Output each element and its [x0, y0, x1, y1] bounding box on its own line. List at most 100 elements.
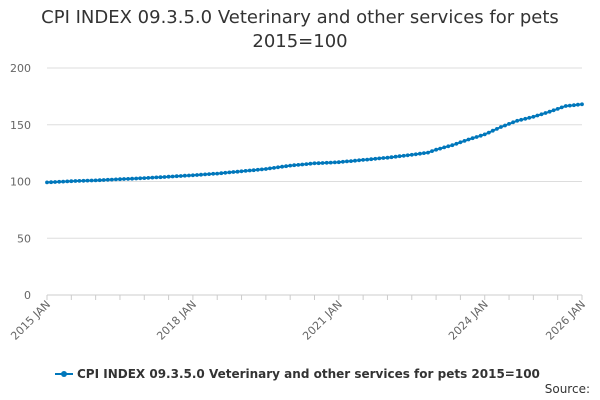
data-point: [405, 153, 410, 158]
data-point: [535, 113, 540, 118]
data-point: [235, 169, 240, 174]
x-tick-label: 2018 JAN: [154, 298, 199, 343]
data-point: [490, 128, 495, 133]
data-point: [114, 177, 118, 182]
data-point: [547, 109, 552, 114]
data-point: [166, 174, 171, 179]
data-point: [418, 151, 422, 156]
data-point: [446, 144, 451, 149]
data-point: [69, 179, 74, 184]
data-point: [515, 118, 520, 123]
data-point: [349, 159, 353, 164]
data-point: [73, 179, 78, 183]
data-point: [150, 175, 155, 180]
data-point: [308, 161, 313, 166]
data-point: [495, 126, 499, 131]
data-point: [101, 178, 106, 182]
data-point: [45, 180, 49, 185]
data-point: [430, 149, 434, 154]
data-point: [251, 168, 256, 173]
data-point: [341, 159, 345, 164]
data-point: [268, 166, 272, 171]
data-point: [247, 168, 252, 173]
legend[interactable]: CPI INDEX 09.3.5.0 Veterinary and other …: [55, 365, 540, 383]
data-point: [300, 162, 305, 167]
data-point: [85, 178, 90, 183]
x-tick-label: 2021 JAN: [300, 298, 345, 343]
data-point: [130, 176, 135, 181]
grid-lines: [47, 67, 582, 239]
data-point: [170, 174, 175, 179]
data-point: [531, 114, 536, 119]
data-point: [369, 157, 374, 162]
data-point: [304, 162, 309, 167]
data-point: [195, 173, 199, 177]
data-point: [357, 158, 361, 163]
data-point: [551, 108, 556, 113]
data-point: [316, 161, 321, 166]
data-point: [219, 171, 224, 176]
data-point: [272, 166, 276, 170]
y-axis: 0 50 100 150 200: [10, 62, 31, 302]
data-point: [57, 179, 62, 184]
data-point: [77, 179, 82, 183]
data-point: [503, 123, 507, 128]
data-point: [345, 159, 349, 164]
data-point: [138, 176, 143, 181]
chart-title: CPI INDEX 09.3.5.0 Veterinary and other …: [0, 6, 600, 54]
data-point: [126, 177, 130, 181]
data-point: [511, 120, 515, 125]
data-point: [413, 152, 418, 157]
chart-title-line2: 2015=100: [252, 31, 348, 52]
y-tick-label: 50: [17, 232, 31, 245]
data-point: [478, 133, 483, 138]
data-point: [328, 160, 333, 165]
data-point: [199, 172, 203, 177]
y-tick-label: 0: [24, 289, 31, 302]
data-point: [365, 157, 370, 162]
data-point: [389, 155, 394, 160]
data-point: [519, 117, 524, 122]
data-point: [296, 163, 301, 167]
data-point: [450, 143, 455, 148]
data-point: [146, 176, 151, 180]
data-point: [239, 169, 244, 174]
data-point: [438, 146, 442, 151]
data-point: [97, 178, 102, 183]
data-point: [397, 154, 402, 159]
plot-area: [45, 102, 584, 185]
x-tick-label: 2024 JAN: [446, 298, 491, 343]
data-point: [332, 160, 337, 165]
data-point: [442, 145, 447, 150]
data-point: [580, 102, 584, 107]
data-point: [89, 178, 94, 183]
data-point: [381, 156, 386, 160]
source-label: Source:: [544, 382, 590, 396]
data-point: [259, 167, 264, 172]
data-point: [142, 176, 147, 181]
data-point: [182, 173, 187, 178]
data-point: [53, 180, 57, 184]
data-point: [507, 122, 511, 126]
data-point: [81, 178, 86, 183]
data-point: [288, 163, 293, 168]
data-point: [203, 172, 208, 177]
data-point: [280, 164, 284, 169]
data-point: [539, 112, 544, 117]
data-point: [426, 150, 430, 155]
data-point: [255, 167, 260, 172]
data-point: [215, 171, 220, 176]
data-point: [174, 174, 179, 179]
data-point: [109, 177, 114, 182]
data-point: [409, 152, 414, 157]
data-point: [243, 169, 248, 173]
data-point: [105, 177, 110, 182]
data-point: [458, 140, 463, 145]
data-point: [227, 170, 232, 175]
data-point: [353, 158, 357, 163]
data-point: [422, 151, 426, 156]
chart-title-line1: CPI INDEX 09.3.5.0 Veterinary and other …: [41, 7, 559, 28]
data-point: [559, 105, 564, 110]
data-point: [474, 135, 479, 139]
